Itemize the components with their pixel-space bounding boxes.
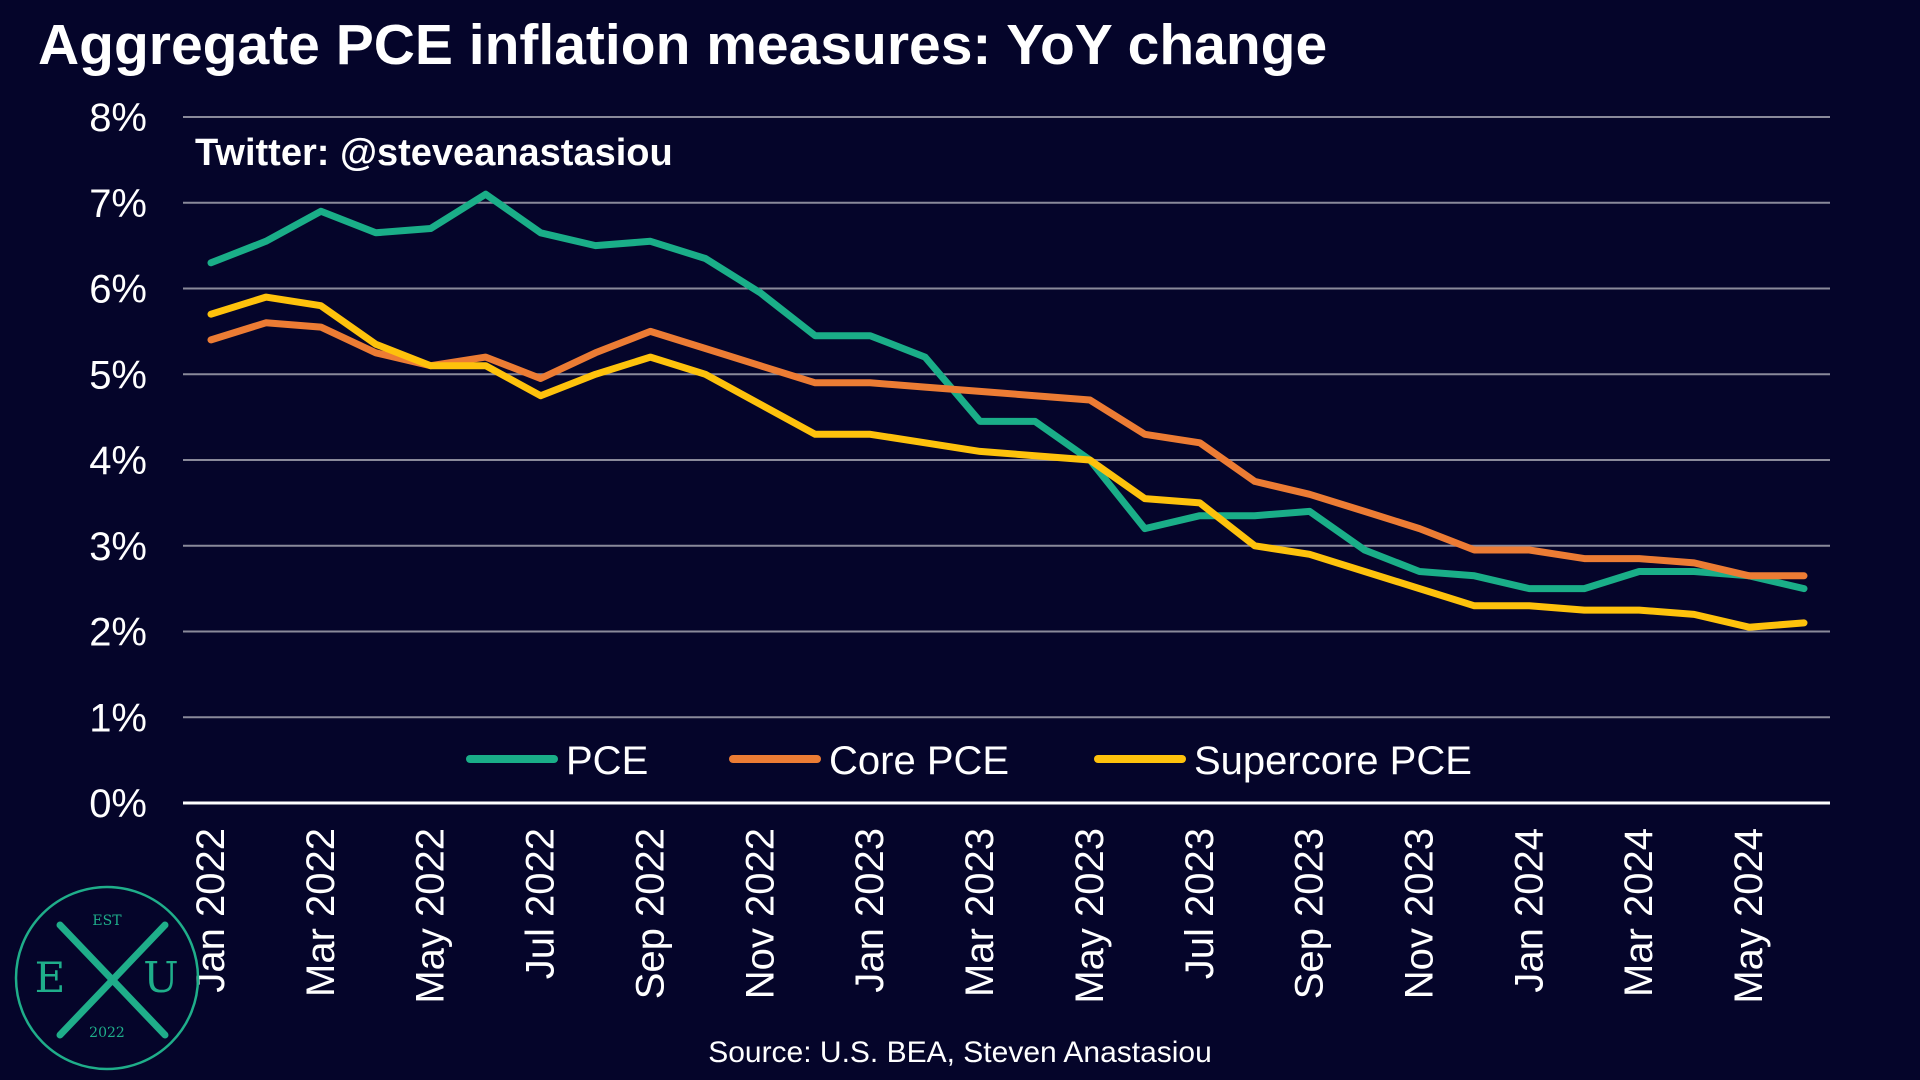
x-tick-label: Sep 2022	[628, 828, 672, 999]
x-tick-label: Jul 2022	[519, 828, 563, 979]
source-note: Source: U.S. BEA, Steven Anastasiou	[708, 1036, 1212, 1069]
x-tick-label: May 2022	[409, 828, 453, 1004]
series-layer	[207, 190, 1808, 631]
x-tick-label: May 2023	[1068, 828, 1112, 1004]
y-tick-label: 8%	[89, 96, 147, 140]
y-tick-label: 3%	[89, 525, 147, 569]
logo-left-letter: E	[35, 953, 66, 1002]
x-tick-label: Sep 2023	[1288, 828, 1332, 999]
x-tick-label: Jul 2023	[1178, 828, 1222, 979]
x-tick-label: May 2024	[1727, 828, 1771, 1004]
y-axis-ticks: 0% 1% 2% 3% 4% 5% 6% 7% 8%	[89, 96, 147, 826]
series-line-core-pce	[207, 319, 1808, 580]
legend-label-supercore-pce: Supercore PCE	[1194, 739, 1472, 783]
series-line-supercore-pce	[207, 293, 1808, 631]
x-tick-label: Nov 2023	[1397, 828, 1441, 999]
y-tick-label: 6%	[89, 268, 147, 312]
x-tick-label: Jan 2023	[848, 828, 892, 993]
legend-label-core-pce: Core PCE	[829, 739, 1009, 783]
x-tick-label: Jan 2024	[1507, 828, 1551, 993]
y-tick-label: 0%	[89, 782, 147, 826]
grid-layer	[183, 116, 1830, 805]
x-tick-label: Nov 2022	[738, 828, 782, 999]
legend: PCE Core PCE Supercore PCE	[466, 739, 1472, 783]
y-tick-label: 4%	[89, 439, 147, 483]
logo-right-letter: U	[143, 953, 178, 1002]
series-line-pce	[207, 190, 1808, 593]
x-tick-label: Mar 2023	[958, 828, 1002, 997]
y-tick-label: 5%	[89, 353, 147, 397]
y-tick-label: 2%	[89, 611, 147, 655]
x-tick-label: Mar 2024	[1617, 828, 1661, 997]
logo: EST E U 2022	[14, 885, 200, 1071]
logo-bottom-text: 2022	[89, 1025, 125, 1041]
logo-ring	[14, 885, 200, 1071]
twitter-handle: Twitter: @steveanastasiou	[195, 132, 673, 174]
y-tick-label: 1%	[89, 696, 147, 740]
x-tick-label: Mar 2022	[299, 828, 343, 997]
x-axis-ticks: Jan 2022 Mar 2022 May 2022 Jul 2022 Sep 2022…	[189, 828, 1771, 1004]
logo-top-text: EST	[92, 913, 122, 929]
logo-cross-line-2	[56, 921, 169, 1039]
y-tick-label: 7%	[89, 182, 147, 226]
chart-title: Aggregate PCE inflation measures: YoY ch…	[38, 13, 1328, 77]
legend-label-pce: PCE	[566, 739, 648, 783]
x-tick-label: Jan 2022	[189, 828, 233, 993]
